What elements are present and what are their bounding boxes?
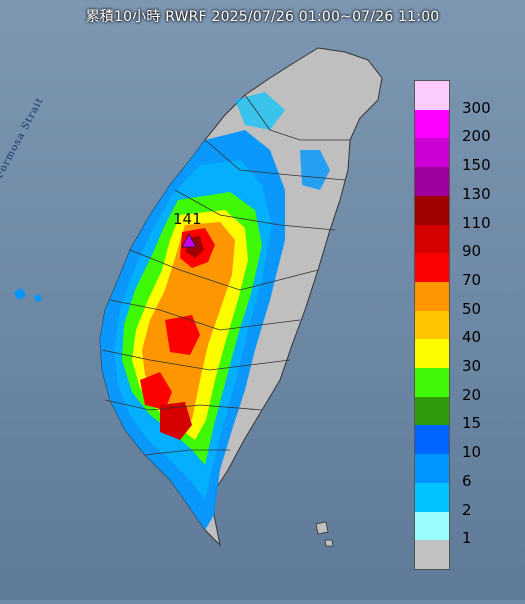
- rain-zone-90-south: [160, 402, 192, 440]
- penghu-islands: [14, 288, 42, 302]
- legend-label-300: 300: [462, 98, 491, 117]
- legend-swatch-1: [415, 511, 449, 541]
- legend-label-6: 6: [462, 471, 472, 490]
- legend-label-15: 15: [462, 414, 482, 433]
- legend-swatch-none: [415, 540, 449, 569]
- legend-label-30: 30: [462, 357, 482, 376]
- legend-label-20: 20: [462, 385, 482, 404]
- legend-label-110: 110: [462, 213, 491, 232]
- legend-label-1: 1: [462, 529, 472, 548]
- county-borders: [101, 94, 350, 456]
- rainfall-legend: [414, 80, 450, 570]
- legend-label-90: 90: [462, 242, 482, 261]
- legend-swatch-10: [415, 425, 449, 455]
- legend-label-40: 40: [462, 328, 482, 347]
- legend-swatch-110: [415, 195, 449, 225]
- orchid-island: [324, 539, 334, 547]
- legend-swatch-300: [415, 81, 449, 110]
- legend-swatch-20: [415, 368, 449, 397]
- legend-swatch-15: [415, 396, 449, 426]
- legend-swatch-90: [415, 224, 449, 254]
- legend-label-2: 2: [462, 500, 472, 519]
- legend-swatch-40: [415, 310, 449, 340]
- legend-label-10: 10: [462, 443, 482, 462]
- peak-marker-icon: [181, 233, 197, 248]
- legend-label-150: 150: [462, 156, 491, 175]
- legend-swatch-6: [415, 454, 449, 483]
- legend-swatch-2: [415, 482, 449, 512]
- legend-swatch-200: [415, 109, 449, 139]
- legend-label-200: 200: [462, 127, 491, 146]
- legend-swatch-130: [415, 167, 449, 196]
- legend-label-130: 130: [462, 184, 491, 203]
- rain-zone-northeast: [235, 92, 285, 130]
- legend-label-50: 50: [462, 299, 482, 318]
- legend-label-70: 70: [462, 270, 482, 289]
- peak-value-label: 141: [173, 210, 202, 228]
- rain-zone-70-central: [165, 315, 200, 355]
- map-title: 累積10小時 RWRF 2025/07/26 01:00~07/26 11:00: [85, 9, 440, 25]
- rain-zone-70-south: [140, 372, 172, 410]
- legend-swatch-30: [415, 339, 449, 369]
- rain-zone-east: [300, 150, 330, 190]
- green-island: [315, 521, 329, 535]
- legend-swatch-150: [415, 138, 449, 168]
- legend-swatch-50: [415, 281, 449, 311]
- legend-swatch-70: [415, 253, 449, 282]
